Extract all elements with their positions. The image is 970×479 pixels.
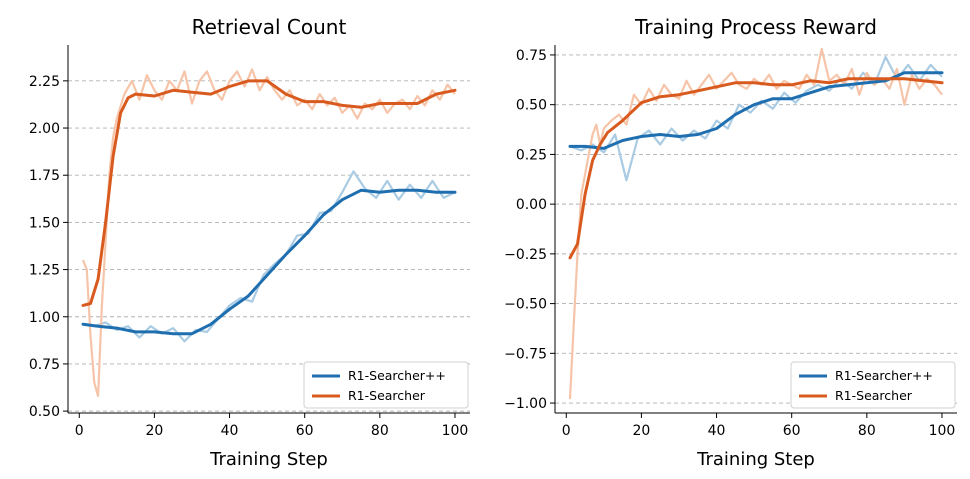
x-tick-label: 0 xyxy=(562,423,571,439)
legend: R1-Searcher++ R1-Searcher xyxy=(790,361,956,409)
series-line xyxy=(568,71,944,150)
series-line xyxy=(568,77,944,260)
legend-label: R1-Searcher xyxy=(348,388,426,403)
y-tick-label: 0.50 xyxy=(516,98,547,114)
y-tick-label: 0.50 xyxy=(29,404,60,420)
x-axis-label: Training Step xyxy=(209,449,328,470)
y-tick-label: 0.25 xyxy=(516,147,547,163)
chart-title: Training Process Reward xyxy=(634,15,877,39)
series-line xyxy=(81,188,457,336)
y-tick-label: 1.75 xyxy=(29,168,60,184)
y-tick-label: −0.75 xyxy=(504,346,547,362)
x-tick-label: 100 xyxy=(442,423,469,439)
series-raw-line xyxy=(569,55,943,182)
series-line xyxy=(81,79,457,307)
y-tick-label: 0.00 xyxy=(516,197,547,213)
x-tick-label: 0 xyxy=(75,423,84,439)
x-tick-label: 60 xyxy=(296,423,314,439)
x-tick-label: 80 xyxy=(371,423,389,439)
x-tick-label: 60 xyxy=(783,423,801,439)
chart-title: Retrieval Count xyxy=(192,15,347,39)
series-raw-line xyxy=(81,68,456,398)
chart-training-process-reward: Training Process Reward Training Step −1… xyxy=(504,15,957,470)
x-axis-label: Training Step xyxy=(696,449,815,470)
legend-box xyxy=(303,361,469,409)
y-tick-label: 1.50 xyxy=(29,215,60,231)
x-tick-label: 20 xyxy=(145,423,163,439)
x-tick-label: 40 xyxy=(708,423,726,439)
x-tick-label: 100 xyxy=(929,423,956,439)
y-tick-label: 2.00 xyxy=(29,121,60,137)
x-tick-label: 40 xyxy=(221,423,239,439)
y-tick-label: 0.75 xyxy=(516,48,547,64)
legend-box xyxy=(790,361,956,409)
x-tick-label: 20 xyxy=(632,423,650,439)
legend: R1-Searcher++ R1-Searcher xyxy=(303,361,469,409)
legend-label: R1-Searcher xyxy=(835,388,913,403)
y-tick-label: −1.00 xyxy=(504,396,547,412)
y-tick-label: 0.75 xyxy=(29,357,60,373)
series-raw-line xyxy=(82,170,456,343)
y-tick-label: 2.25 xyxy=(29,74,60,90)
series-raw-line xyxy=(568,47,943,400)
legend-label: R1-Searcher++ xyxy=(835,368,933,383)
y-tick-label: −0.50 xyxy=(504,297,547,313)
chart-retrieval-count: Retrieval Count Training Step 0.50 0.75 1.… xyxy=(29,15,470,470)
x-tick-label: 80 xyxy=(858,423,876,439)
legend-label: R1-Searcher++ xyxy=(348,368,446,383)
y-tick-label: 1.25 xyxy=(29,263,60,279)
y-tick-label: −0.25 xyxy=(504,247,547,263)
y-tick-label: 1.00 xyxy=(29,310,60,326)
